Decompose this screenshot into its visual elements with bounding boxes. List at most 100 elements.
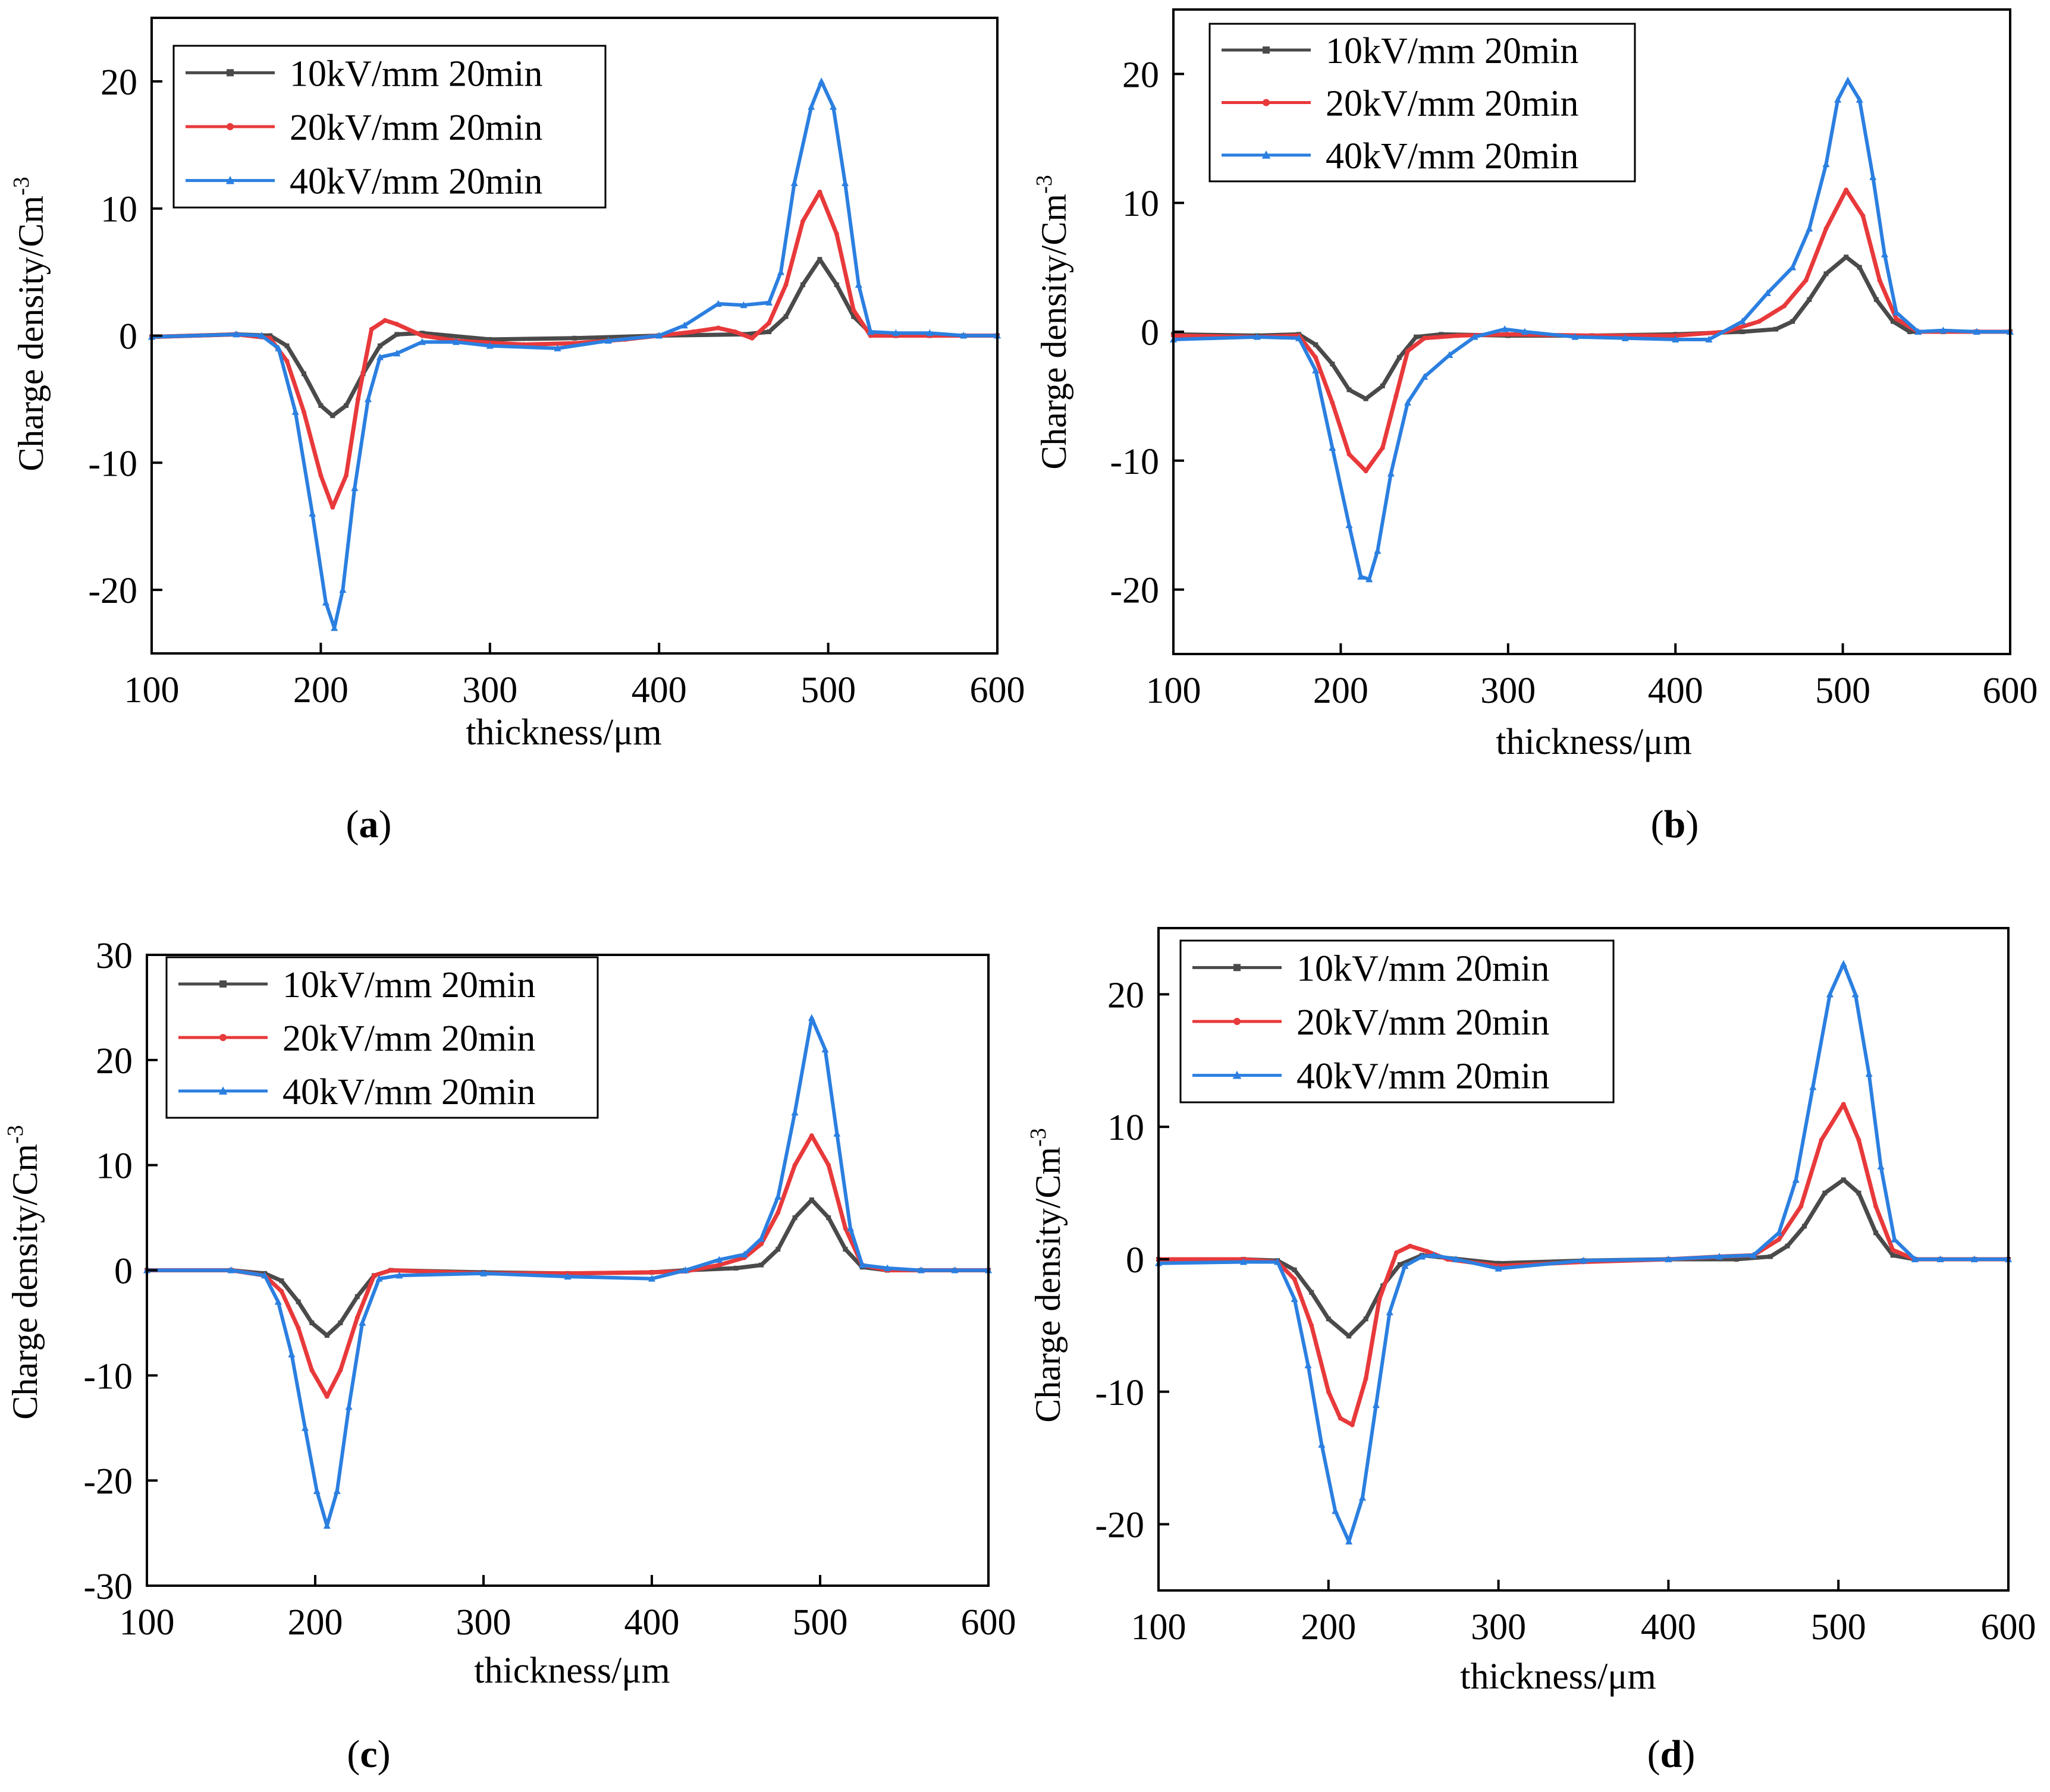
- legend-marker-c-3: [218, 1086, 228, 1095]
- data-point-c-3: [480, 1269, 487, 1277]
- data-point-a-3: [376, 353, 384, 360]
- data-point-b-3: [1345, 521, 1353, 529]
- y-tick-label-d: 0: [1126, 1240, 1144, 1281]
- series-group-b: [1170, 76, 2014, 583]
- data-point-b-2: [1363, 469, 1368, 474]
- data-point-a-3: [233, 330, 240, 338]
- data-point-b-3: [1374, 547, 1382, 554]
- legend-marker-b-1: [1263, 46, 1270, 54]
- data-point-b-2: [1393, 394, 1399, 399]
- legend-marker-c-2: [219, 1034, 227, 1041]
- x-tick-label-d: 100: [1131, 1607, 1186, 1648]
- data-point-a-2: [318, 473, 324, 478]
- data-point-b-3: [1806, 225, 1813, 232]
- data-point-d-1: [1363, 1316, 1368, 1322]
- data-point-d-3: [1792, 1175, 1800, 1183]
- data-point-a-3: [309, 510, 316, 517]
- data-point-b-2: [1422, 335, 1427, 341]
- data-point-a-3: [892, 329, 900, 337]
- data-point-a-1: [344, 403, 349, 408]
- data-point-c-2: [324, 1394, 329, 1399]
- data-point-b-1: [1790, 319, 1795, 324]
- data-point-d-2: [1407, 1243, 1412, 1249]
- data-point-c-3: [227, 1266, 235, 1274]
- data-point-d-3: [1826, 990, 1834, 998]
- legend-d: 10kV/mm 20min 20kV/mm 20min 40kV/mm 20min: [1179, 939, 1615, 1104]
- legend-label-c-3: 40kV/mm 20min: [282, 1072, 535, 1112]
- data-point-c-3: [917, 1266, 925, 1274]
- series-line-c-2: [145, 1133, 991, 1399]
- y-axis-label-c: Charge density/Cm-3: [3, 1125, 45, 1420]
- data-point-b-3: [1834, 96, 1842, 103]
- data-point-d-2: [1349, 1422, 1355, 1428]
- data-point-a-3: [365, 395, 372, 403]
- data-point-a-3: [855, 281, 862, 288]
- data-point-b-3: [1672, 335, 1679, 343]
- data-point-c-1: [758, 1262, 764, 1268]
- panel-d: 100 200 300 400 500 600 -20 -10 0 10 20 10kV/mm 20m…: [1026, 927, 2036, 1776]
- data-point-c-1: [309, 1320, 315, 1325]
- data-point-a-3: [339, 586, 347, 593]
- data-point-b-2: [1894, 316, 1899, 322]
- data-point-c-2: [372, 1273, 377, 1278]
- x-tick-label-c: 600: [961, 1602, 1016, 1643]
- data-point-c-3: [951, 1266, 959, 1274]
- data-point-d-3: [1716, 1253, 1723, 1260]
- data-point-c-3: [302, 1424, 309, 1431]
- plot-d: 100 200 300 400 500 600 -20 -10 0 10 20 10kV/mm 20m…: [1095, 927, 2036, 1648]
- data-point-a-1: [420, 331, 425, 336]
- data-point-c-3: [884, 1264, 891, 1271]
- y-tick-label-b: -10: [1110, 442, 1159, 482]
- y-tick-label-b: -20: [1110, 571, 1159, 611]
- data-point-d-3: [1318, 1441, 1326, 1448]
- y-tick-label-c: 20: [96, 1041, 133, 1082]
- data-point-a-3: [960, 332, 968, 339]
- data-point-c-1: [279, 1278, 284, 1284]
- panel-label-a: (a): [346, 803, 392, 846]
- data-point-b-1: [1773, 326, 1779, 332]
- legend-label-b-3: 40kV/mm 20min: [1326, 136, 1578, 177]
- legend-marker-a-2: [227, 123, 234, 130]
- data-point-b-3: [1501, 325, 1509, 332]
- data-point-c-3: [846, 1224, 854, 1231]
- data-point-c-2: [354, 1315, 360, 1321]
- data-point-a-3: [275, 344, 282, 351]
- data-point-c-1: [826, 1215, 831, 1221]
- data-point-b-3: [1892, 308, 1900, 316]
- data-point-c-1: [338, 1320, 343, 1325]
- series-group-c: [143, 1014, 992, 1529]
- x-tick-label-a: 200: [293, 670, 349, 710]
- data-point-c-2: [776, 1210, 781, 1215]
- data-point-d-3: [1332, 1507, 1339, 1514]
- data-point-a-2: [851, 307, 856, 313]
- data-point-c-3: [791, 1108, 799, 1116]
- data-point-c-1: [792, 1215, 798, 1221]
- data-point-a-2: [369, 326, 374, 332]
- data-point-c-3: [833, 1130, 841, 1137]
- data-point-a-2: [783, 282, 789, 287]
- x-tick-label-d: 500: [1811, 1607, 1866, 1648]
- y-tick-label-a: 10: [101, 190, 137, 230]
- data-point-d-1: [1496, 1260, 1501, 1266]
- data-point-b-3: [1621, 334, 1629, 341]
- x-tick-label-b: 500: [1815, 671, 1870, 711]
- y-tick-label-c: -20: [83, 1461, 133, 1502]
- data-point-c-3: [395, 1271, 403, 1279]
- data-point-b-1: [1740, 329, 1745, 334]
- data-point-d-3: [1839, 960, 1847, 967]
- data-point-d-1: [1734, 1257, 1739, 1262]
- data-point-d-2: [1363, 1376, 1368, 1381]
- x-tick-label-d: 600: [1981, 1607, 2036, 1648]
- panel-a: 100 200 300 400 500 600 -20 -10 0 10 20 10kV/mm 20m…: [9, 17, 1025, 846]
- data-point-d-3: [1877, 1162, 1885, 1170]
- data-point-b-2: [1313, 355, 1318, 360]
- data-point-c-2: [826, 1162, 831, 1168]
- data-point-d-2: [1309, 1323, 1314, 1328]
- data-point-d-3: [1580, 1256, 1587, 1264]
- data-point-b-1: [1414, 334, 1419, 339]
- x-tick-label-c: 500: [793, 1602, 848, 1643]
- x-tick-label-b: 600: [1983, 671, 2038, 711]
- data-point-a-1: [330, 413, 335, 419]
- data-point-d-1: [1802, 1224, 1807, 1229]
- data-point-c-3: [648, 1275, 655, 1282]
